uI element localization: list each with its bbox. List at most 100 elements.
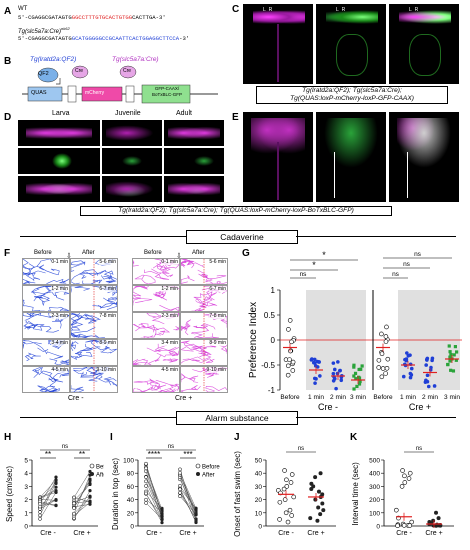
- lr-c3: L R: [409, 7, 419, 13]
- before-point: [72, 495, 76, 500]
- panel-c-caption: Tg(lratd2a:QF2); Tg(slc5a7a:Cre); Tg(QUA…: [256, 86, 448, 104]
- time-bin-label: 0-1 min: [51, 259, 68, 265]
- sig-text-top: ns: [168, 444, 174, 450]
- col-larva: Larva: [52, 110, 70, 117]
- trajectory-path: [71, 351, 93, 361]
- g-point: [353, 371, 358, 375]
- xtick-cre-minus: Cre -: [40, 530, 56, 537]
- mcherry-text: mCherry: [85, 90, 105, 96]
- pair-line: [179, 472, 197, 509]
- trajectory-box: 1-2 min: [132, 285, 180, 312]
- g-point: [331, 371, 336, 376]
- data-point: [409, 519, 415, 525]
- trajectory-path: [195, 333, 220, 338]
- pair-line: [73, 497, 91, 514]
- data-point: [320, 501, 325, 506]
- data-point: [291, 494, 297, 500]
- d-larva-merge: [18, 176, 100, 202]
- trajectory-path: [134, 286, 149, 290]
- g-point: [360, 364, 364, 368]
- before-point: [178, 467, 182, 472]
- g-point: [287, 318, 293, 323]
- trajectory-path: [138, 323, 155, 329]
- xtick-cre-plus: Cre +: [307, 530, 324, 537]
- ytick-label: 80: [127, 471, 135, 478]
- cadaverine-banner: Cadaverine: [186, 230, 298, 244]
- g-point: [352, 387, 356, 391]
- time-bin-label: 5-6 min: [99, 259, 116, 265]
- pair-line: [145, 468, 163, 515]
- loxp-2: [125, 85, 135, 103]
- panel-e-label: E: [232, 112, 239, 123]
- trajectory-path: [49, 358, 69, 365]
- data-point: [308, 516, 313, 521]
- microscopy-c-merge: L R: [389, 4, 459, 84]
- panel-k-label: K: [350, 432, 358, 443]
- g-point: [289, 339, 294, 345]
- trajectory-path: [146, 313, 165, 325]
- time-bin-label: 4-5 min: [161, 367, 178, 373]
- banner-rule-left: [20, 236, 186, 237]
- legend-after-marker: [196, 472, 200, 476]
- ytick-label: 60: [127, 484, 135, 491]
- microscopy-e-green: [316, 112, 386, 202]
- trajectory-path: [219, 345, 227, 354]
- g-point: [311, 360, 316, 365]
- cre-protein-1: [71, 65, 89, 79]
- legend-after-marker: [90, 472, 94, 476]
- g-xtick-label: 2 min: [422, 394, 438, 401]
- g-point: [376, 357, 382, 363]
- time-bin-label: 8-9 min: [99, 340, 116, 346]
- g-xtick-label: 1 min: [308, 394, 324, 401]
- before-point: [144, 484, 148, 488]
- pair-line: [145, 491, 163, 509]
- trajectory-path: [71, 326, 96, 338]
- trajectory-path: [74, 343, 93, 358]
- trajectory-box: 0-1 min: [132, 258, 180, 285]
- trajectory-path: [133, 359, 142, 365]
- g-xtick-label: Before: [373, 394, 393, 401]
- trajectory-path: [153, 326, 171, 335]
- pair-line: [179, 485, 197, 510]
- g-point: [331, 378, 336, 383]
- g-point: [310, 357, 314, 361]
- before-point: [144, 491, 148, 496]
- alarm-rule-right: [296, 417, 456, 418]
- legend-after-label: After: [202, 473, 215, 479]
- g-point: [331, 361, 336, 365]
- trajectory-path: [213, 315, 227, 328]
- before-point: [38, 501, 42, 506]
- time-bin-label: 5-6 min: [209, 259, 226, 265]
- g-point: [317, 360, 321, 364]
- ytick-label: 400: [369, 471, 380, 478]
- sig-text: ns: [416, 446, 422, 452]
- g-group-left: Cre -: [318, 402, 338, 410]
- trajectory-path: [90, 369, 107, 376]
- trajectory-plot: [23, 259, 69, 284]
- d-adult-magenta: [164, 120, 224, 146]
- g-xtick-label: 2 min: [330, 394, 346, 401]
- data-point: [321, 508, 326, 513]
- g-point: [408, 375, 413, 380]
- pair-line: [145, 467, 163, 510]
- pair-line: [39, 483, 57, 501]
- trajectory-path: [71, 313, 101, 322]
- data-point: [316, 489, 321, 494]
- g-point: [355, 384, 359, 388]
- data-point: [394, 507, 399, 513]
- g-point: [428, 368, 433, 372]
- g-point: [448, 350, 452, 354]
- trajectory-path: [133, 297, 153, 306]
- after-point: [54, 475, 58, 479]
- trajectory-path: [169, 383, 179, 391]
- chart-k: 500 400 300 200 100 0 Interval time (sec) Cre -…: [351, 446, 454, 537]
- time-bin-label: 9-10 min: [206, 367, 226, 373]
- trajectory-path: [33, 370, 59, 381]
- trajectory-path: [88, 372, 112, 386]
- trajectory-path: [71, 313, 84, 328]
- before-point: [38, 513, 42, 518]
- ylabel: Duration in top (sec): [111, 458, 120, 530]
- g-point: [290, 359, 296, 365]
- data-point: [400, 468, 405, 473]
- trajectory-box: 8-9 min: [180, 339, 228, 366]
